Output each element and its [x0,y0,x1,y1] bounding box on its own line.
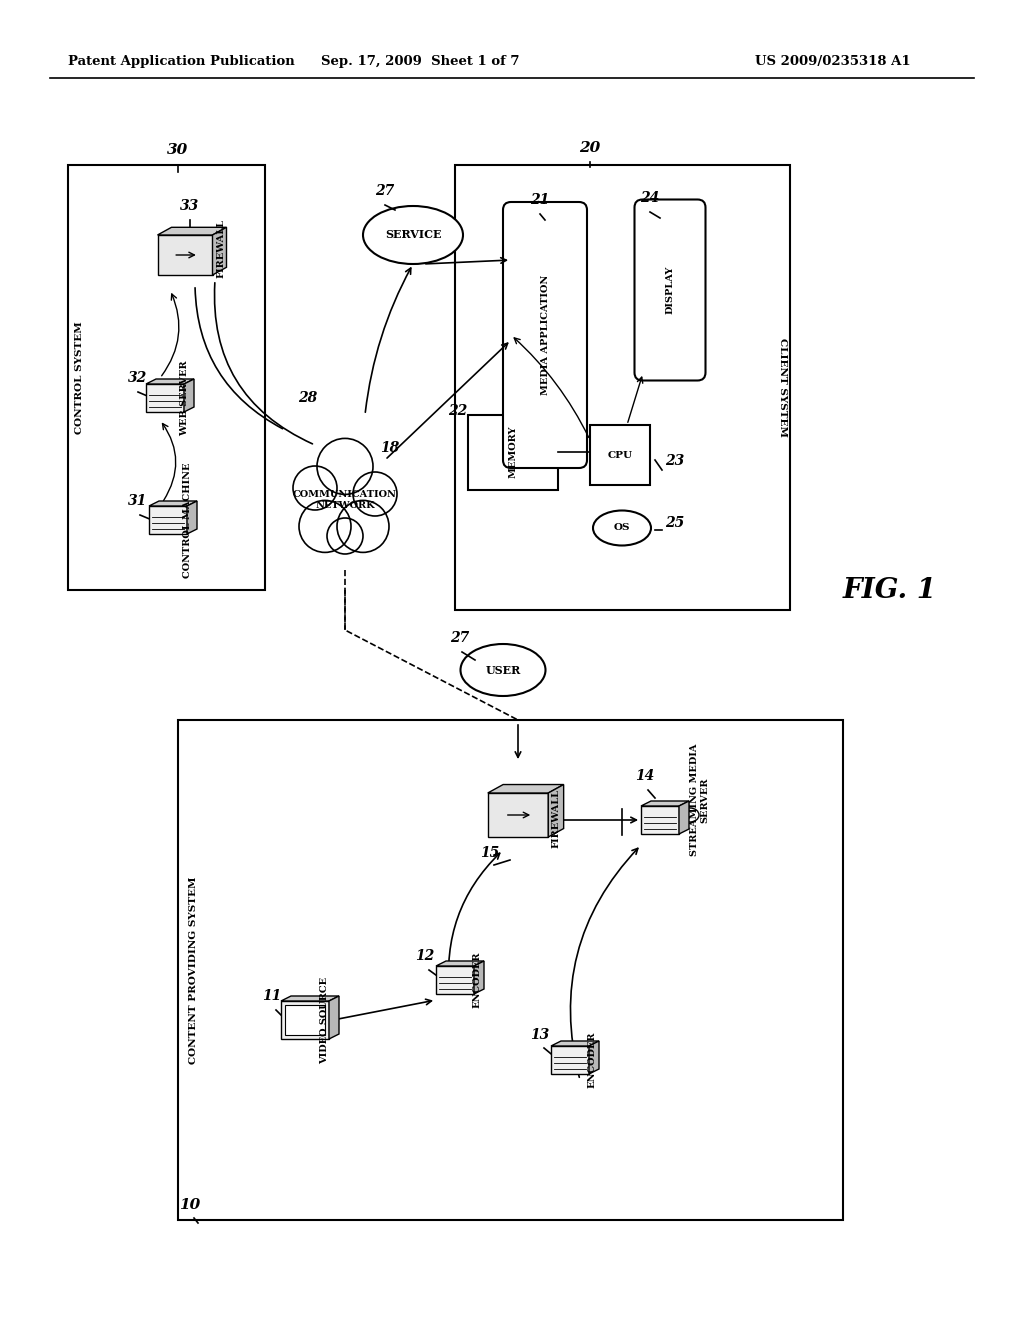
Text: 18: 18 [380,441,399,455]
Text: USER: USER [485,664,520,676]
Polygon shape [641,807,679,834]
Text: 20: 20 [580,141,601,154]
Text: DISPLAY: DISPLAY [666,265,675,314]
Text: 21: 21 [530,193,550,207]
Polygon shape [158,227,226,235]
Text: CONTROL SYSTEM: CONTROL SYSTEM [76,322,85,434]
Bar [178,719,843,1220]
Polygon shape [146,379,194,384]
Text: MEDIA APPLICATION: MEDIA APPLICATION [541,275,550,395]
Polygon shape [548,784,563,837]
Bar [468,414,558,490]
FancyBboxPatch shape [635,199,706,380]
Polygon shape [487,784,563,793]
Text: 22: 22 [447,404,467,418]
Circle shape [299,500,351,552]
Polygon shape [329,997,339,1039]
Polygon shape [150,506,187,535]
Polygon shape [158,235,213,275]
Bar [590,425,650,484]
Text: 10: 10 [179,1199,201,1212]
Text: SERVICE: SERVICE [385,230,441,240]
Polygon shape [641,801,689,807]
Text: 11: 11 [262,989,282,1003]
Bar [281,1001,329,1039]
Text: 28: 28 [298,391,317,405]
Text: ENCODER: ENCODER [588,1032,597,1088]
Text: 15: 15 [480,846,500,861]
Circle shape [337,500,389,552]
Text: CPU: CPU [607,450,633,459]
Bar [455,165,790,610]
Ellipse shape [362,206,463,264]
Text: 33: 33 [180,199,200,213]
Text: CLIENT SYSTEM: CLIENT SYSTEM [777,338,786,437]
Text: WEB SERVER: WEB SERVER [180,360,189,436]
Text: CONTROL MACHINE: CONTROL MACHINE [183,462,193,578]
Text: 12: 12 [416,949,434,964]
Text: 31: 31 [128,494,147,508]
Polygon shape [187,502,197,535]
Text: Patent Application Publication: Patent Application Publication [68,55,295,69]
Ellipse shape [681,808,699,822]
Text: 23: 23 [665,454,684,469]
Text: CONTENT PROVIDING SYSTEM: CONTENT PROVIDING SYSTEM [188,876,198,1064]
Ellipse shape [461,644,546,696]
Circle shape [327,517,362,554]
Text: ENCODER: ENCODER [472,952,481,1008]
Text: Sep. 17, 2009  Sheet 1 of 7: Sep. 17, 2009 Sheet 1 of 7 [321,55,519,69]
Text: VIDEO SOURCE: VIDEO SOURCE [321,977,330,1064]
Polygon shape [474,961,484,994]
Bar [285,1005,325,1035]
Polygon shape [551,1045,589,1074]
Text: MEMORY: MEMORY [509,426,517,478]
Circle shape [317,438,373,495]
Text: STREAMING MEDIA
SERVER: STREAMING MEDIA SERVER [690,743,710,857]
Text: OS: OS [613,524,630,532]
FancyBboxPatch shape [503,202,587,469]
Circle shape [353,473,397,516]
Text: 30: 30 [167,143,188,157]
Bar [68,165,265,590]
Polygon shape [213,227,226,275]
Text: 24: 24 [640,191,659,205]
Text: 13: 13 [530,1028,550,1041]
Text: US 2009/0235318 A1: US 2009/0235318 A1 [755,55,910,69]
Polygon shape [150,502,197,506]
Text: 14: 14 [635,770,654,783]
Polygon shape [436,966,474,994]
Polygon shape [679,801,689,834]
Text: FIG. 1: FIG. 1 [843,577,937,603]
Polygon shape [551,1041,599,1045]
Polygon shape [589,1041,599,1074]
Text: FIREWALL: FIREWALL [216,219,225,277]
Polygon shape [487,793,548,837]
Polygon shape [281,997,339,1001]
Ellipse shape [593,511,651,545]
Polygon shape [184,379,194,412]
Polygon shape [146,384,184,412]
Circle shape [293,466,337,510]
Text: 32: 32 [128,371,147,385]
Text: FIREWALL: FIREWALL [552,788,560,847]
Polygon shape [436,961,484,966]
Text: 27: 27 [376,183,394,198]
Text: 27: 27 [451,631,470,645]
Text: COMMUNICATION
NETWORK: COMMUNICATION NETWORK [293,490,397,510]
Text: 25: 25 [665,516,684,531]
